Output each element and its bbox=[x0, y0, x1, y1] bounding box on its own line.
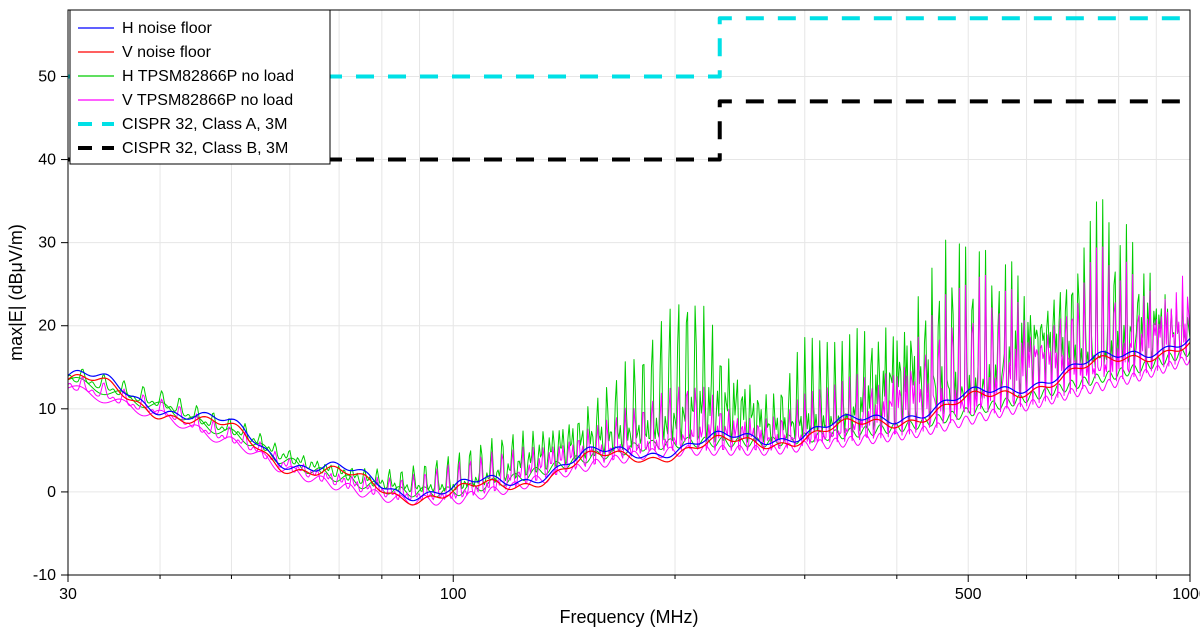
y-tick-label: 10 bbox=[38, 401, 56, 418]
x-tick-label: 30 bbox=[59, 586, 77, 603]
y-tick-label: 40 bbox=[38, 152, 56, 169]
legend-label: V TPSM82866P no load bbox=[122, 92, 293, 109]
y-tick-label: -10 bbox=[33, 567, 56, 584]
chart-svg: 30 100 500 1000 -10 0 10 20 30 40 50 Frequency (MH… bbox=[0, 0, 1200, 638]
legend-label: H noise floor bbox=[122, 20, 212, 37]
legend: H noise floor V noise floor H TPSM82866P n… bbox=[70, 10, 330, 164]
x-tick-label: 500 bbox=[955, 586, 982, 603]
y-tick-label: 20 bbox=[38, 318, 56, 335]
x-axis-label: Frequency (MHz) bbox=[559, 607, 698, 627]
y-tick-label: 30 bbox=[38, 235, 56, 252]
x-tick-label: 100 bbox=[440, 586, 467, 603]
legend-label: H TPSM82866P no load bbox=[122, 68, 294, 85]
legend-label: V noise floor bbox=[122, 44, 212, 61]
legend-label: CISPR 32, Class B, 3M bbox=[122, 140, 288, 157]
legend-label: CISPR 32, Class A, 3M bbox=[122, 116, 287, 133]
y-tick-label: 0 bbox=[47, 484, 56, 501]
emissions-chart: 30 100 500 1000 -10 0 10 20 30 40 50 Frequency (MH… bbox=[0, 0, 1200, 638]
y-tick-label: 50 bbox=[38, 68, 56, 85]
x-tick-label: 1000 bbox=[1172, 586, 1200, 603]
y-axis-label: max|E| (dBμV/m) bbox=[6, 224, 26, 361]
